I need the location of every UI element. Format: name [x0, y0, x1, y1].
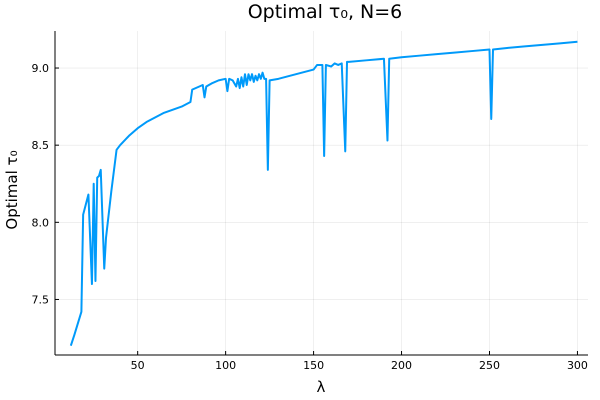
- y-tick-label: 7.5: [32, 293, 50, 306]
- x-axis-title: λ: [317, 378, 326, 396]
- y-tick-label: 8.5: [32, 139, 50, 152]
- x-axis-ticks: 50 100 150 200 250 300: [131, 351, 588, 372]
- y-axis-title: Optimal τ₀: [3, 150, 21, 229]
- x-tick-label: 200: [391, 359, 412, 372]
- horizontal-gridlines: [55, 67, 588, 300]
- y-tick-label: 8.0: [32, 216, 50, 229]
- x-tick-label: 100: [215, 359, 236, 372]
- vertical-gridlines: [137, 31, 578, 355]
- x-tick-label: 300: [567, 359, 588, 372]
- x-tick-label: 50: [131, 359, 145, 372]
- x-tick-label: 150: [303, 359, 324, 372]
- y-tick-label: 9.0: [32, 62, 50, 75]
- y-axis-ticks: 7.5 8.0 8.5 9.0: [32, 62, 59, 306]
- series-line: [69, 40, 578, 347]
- x-tick-label: 250: [479, 359, 500, 372]
- chart-title: Optimal τ₀, N=6: [248, 1, 403, 23]
